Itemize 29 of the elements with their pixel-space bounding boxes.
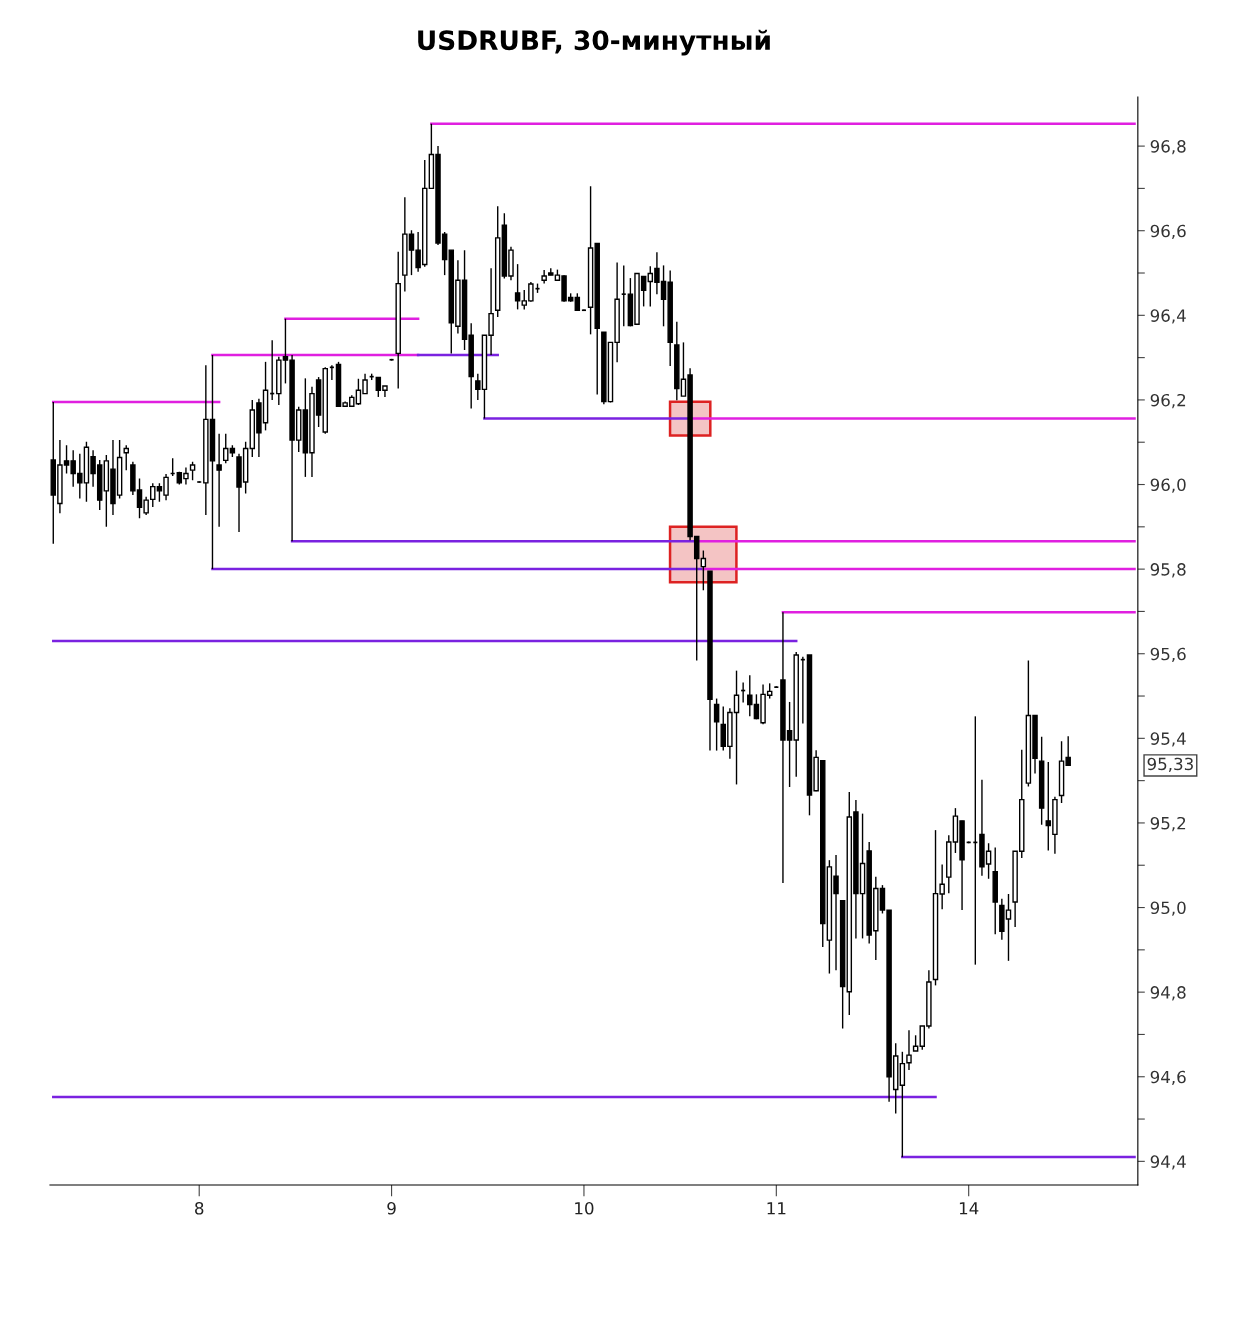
y-tick-label: 95,2 xyxy=(1150,816,1186,832)
y-tick-label: 96,8 xyxy=(1150,140,1186,155)
y-tick-label: 94,8 xyxy=(1150,986,1186,1001)
candlestick xyxy=(899,1051,906,1158)
x-tick-label: 8 xyxy=(195,1202,204,1215)
y-tick-label: 96,4 xyxy=(1150,309,1186,324)
candlestick xyxy=(123,444,129,471)
text: 95,33 xyxy=(1147,757,1193,772)
chart-title: USDRUBF, 30-минутный xyxy=(418,29,770,56)
candlestick xyxy=(620,264,627,328)
x-tick-label: 14 xyxy=(959,1202,979,1215)
y-tick-label: 94,4 xyxy=(1150,1155,1186,1170)
y-tick-label: 95,8 xyxy=(1150,563,1186,578)
y-tick-label: 95,6 xyxy=(1150,647,1186,662)
x-tick-label: 10 xyxy=(575,1202,594,1215)
y-tick-label: 95,4 xyxy=(1150,732,1186,747)
y-tick-label: 96,2 xyxy=(1150,393,1186,409)
candlestick xyxy=(189,460,196,481)
x-tick-label: 11 xyxy=(767,1202,786,1215)
y-tick-label: 96,6 xyxy=(1150,224,1186,239)
x-tick-label: 9 xyxy=(387,1202,396,1215)
y-tick-label: 95,0 xyxy=(1150,901,1186,916)
candlestick xyxy=(222,433,229,465)
candlestick xyxy=(700,549,707,591)
candlestick xyxy=(906,1029,912,1071)
y-tick-label: 96,0 xyxy=(1150,478,1186,493)
y-tick-label: 94,6 xyxy=(1150,1070,1186,1086)
candlestick xyxy=(216,433,222,528)
candlestick xyxy=(713,697,720,752)
